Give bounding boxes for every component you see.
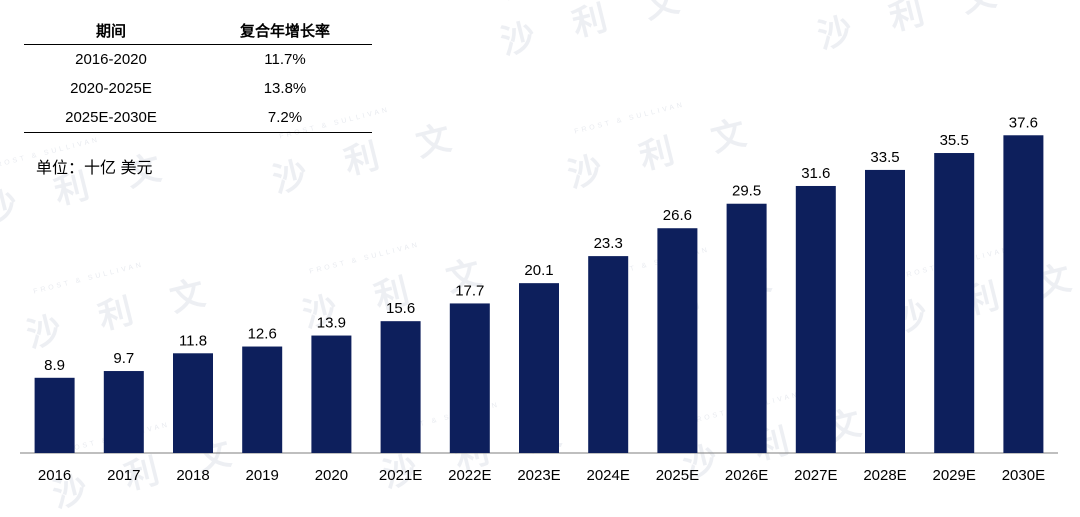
x-tick-label: 2026E — [725, 467, 768, 484]
cagr-header-period: 期间 — [24, 16, 198, 45]
bar-chart: 8.9 2016 9.7 2017 11.8 2018 12.6 2019 13.9 2020 15… — [20, 114, 1058, 484]
x-tick-label: 2023E — [517, 467, 560, 484]
bar-2016 — [34, 377, 75, 453]
x-tick-label: 2027E — [794, 467, 837, 484]
data-label: 37.6 — [1009, 114, 1038, 131]
data-label: 26.6 — [663, 207, 692, 224]
cagr-period-cell: 2020-2025E — [70, 80, 152, 97]
x-tick-label: 2024E — [587, 467, 630, 484]
x-tick-label: 2017 — [107, 467, 140, 484]
bar-2024E — [588, 256, 629, 453]
x-tick-label: 2016 — [38, 467, 71, 484]
bar-2017 — [103, 371, 144, 453]
x-tick-label: 2019 — [246, 467, 279, 484]
x-tick-label: 2021E — [379, 467, 422, 484]
cagr-table-header-row: 期间 复合年增长率 — [24, 16, 372, 45]
x-tick-label: 2022E — [448, 467, 491, 484]
bar-2027E — [795, 185, 836, 454]
data-label: 23.3 — [594, 235, 623, 252]
data-label: 20.1 — [524, 262, 553, 279]
cagr-rate-cell: 13.8% — [263, 80, 307, 97]
bar-2030E — [1003, 135, 1044, 453]
bar-2019 — [242, 346, 283, 453]
cagr-period-cell: 2016-2020 — [75, 51, 147, 68]
data-label: 11.8 — [179, 332, 207, 349]
data-label: 13.9 — [317, 315, 346, 332]
unit-label: 单位：十亿 美元 — [36, 160, 153, 177]
bar-2022E — [449, 303, 490, 453]
cagr-period-cell: 2025E-2030E — [24, 103, 198, 133]
bar-2021E — [380, 321, 421, 453]
table-row: 2025E-2030E 7.2% — [24, 103, 372, 133]
data-label: 15.6 — [386, 300, 415, 317]
bar-2020 — [311, 335, 352, 453]
data-label: 12.6 — [248, 326, 277, 343]
x-tick-label: 2025E — [656, 467, 699, 484]
data-label: 33.5 — [870, 149, 899, 166]
x-tick-label: 2029E — [933, 467, 976, 484]
x-tick-label: 2018 — [176, 467, 209, 484]
table-row: 2020-2025E 13.8% — [24, 74, 372, 103]
bar-2028E — [865, 169, 905, 454]
data-label: 8.9 — [44, 357, 65, 374]
data-label: 9.7 — [113, 350, 134, 367]
bar-2026E — [726, 203, 767, 453]
bar-2018 — [173, 353, 213, 453]
cagr-rate-cell: 7.2% — [198, 103, 372, 133]
cagr-rate-cell: 11.7% — [264, 51, 306, 68]
cagr-table: 期间 复合年增长率 2016-2020 11.7% 2020-2025E 13.… — [24, 16, 372, 133]
x-tick-label: 2030E — [1002, 467, 1045, 484]
x-tick-label: 2020 — [315, 467, 348, 484]
data-label: 29.5 — [732, 183, 761, 200]
cagr-header-rate: 复合年增长率 — [198, 16, 372, 45]
bar-2029E — [934, 153, 975, 453]
bar-2025E — [657, 228, 698, 453]
data-label: 31.6 — [801, 165, 830, 182]
bar-2023E — [519, 283, 559, 453]
table-row: 2016-2020 11.7% — [24, 45, 372, 75]
data-label: 35.5 — [940, 132, 969, 149]
data-label: 17.7 — [455, 282, 484, 299]
x-tick-label: 2028E — [863, 467, 906, 484]
